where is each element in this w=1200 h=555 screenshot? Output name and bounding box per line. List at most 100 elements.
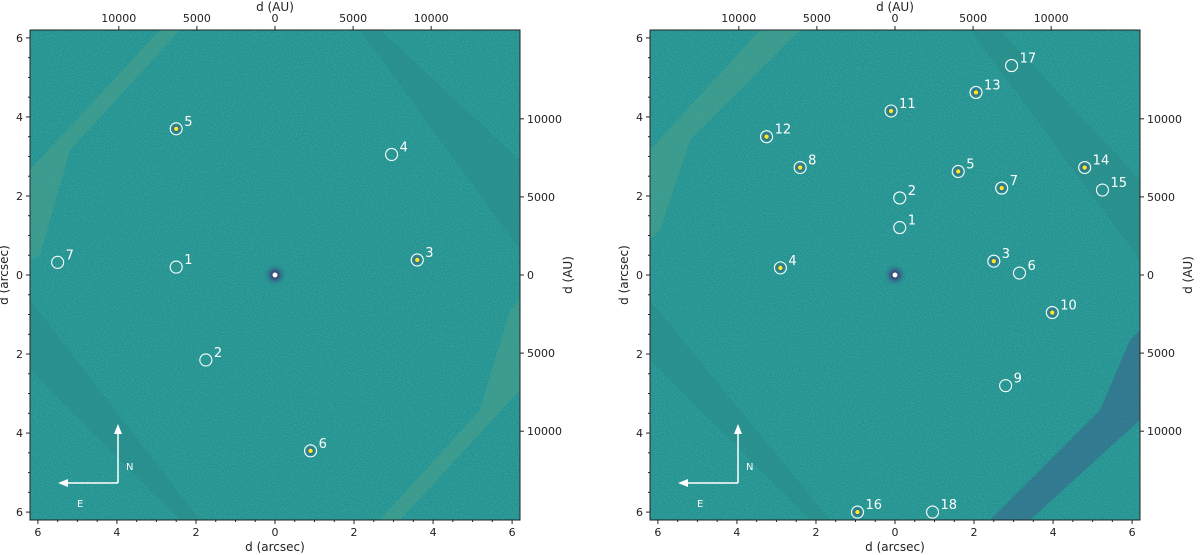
source-label: 7 [66,248,74,263]
source-marker [304,444,318,458]
compass-east-arrowhead [58,479,68,487]
source-core [956,169,961,174]
right-axis-title: d (AU) [1181,256,1195,294]
right-tick-label: 0 [527,269,534,282]
top-tick-label: 5000 [339,12,367,25]
source-label: 9 [1014,372,1022,387]
source-label: 10 [1060,299,1077,314]
panel-left-edge-artifact-nw [30,30,180,260]
x-tick-label: 4 [113,526,120,539]
compass-east-label: E [697,499,703,510]
x-tick-label: 2 [351,526,358,539]
source-core [855,509,860,515]
source-marker [169,122,183,136]
right-tick-label: 5000 [527,347,555,360]
source-marker [925,505,940,519]
x-tick-label: 4 [430,526,437,539]
source-label: 6 [1027,259,1035,274]
compass-east-label: E [77,499,83,510]
source-core [797,165,803,170]
right-tick-label: 10000 [1147,113,1182,126]
top-axis-title: d (AU) [876,0,914,14]
source-marker [969,85,983,99]
source-core [973,90,979,95]
y-axis-title: d (arcsec) [0,245,11,305]
y-tick-label: 0 [636,269,643,282]
source-label: 14 [1093,154,1110,169]
right-tick-label: 10000 [1147,425,1182,438]
source-core [174,126,179,131]
panel-right-central-star [892,272,898,278]
source-core [991,258,996,264]
source-label: 1 [908,214,916,229]
x-tick-label: 2 [971,526,978,539]
x-tick-label: 6 [654,526,661,539]
source-label: 7 [1010,174,1018,189]
source-label: 17 [1020,52,1037,67]
source-marker [773,261,787,275]
right-tick-label: 5000 [1147,191,1175,204]
y-tick-label: 0 [16,269,23,282]
top-tick-label: 10000 [414,12,449,25]
source-marker [850,505,865,519]
panel-right-edge-artifact-nw [650,30,800,240]
source-label: 6 [319,437,327,452]
right-tick-label: 10000 [527,425,562,438]
x-tick-label: 0 [892,526,899,539]
x-tick-label: 6 [1129,526,1136,539]
panel-left-edge-artifact-ne [360,30,520,250]
right-tick-label: 10000 [527,113,562,126]
x-tick-label: 4 [733,526,740,539]
y-tick-label: 2 [636,190,643,203]
source-marker [951,164,965,179]
source-label: 18 [941,498,958,513]
compass-north-arrowhead [734,424,742,434]
x-tick-label: 2 [192,526,199,539]
panel-left: 1 2 3 4 5 6 7 N E [30,30,520,520]
top-tick-label: 10000 [101,12,136,25]
source-label: 1 [184,253,192,268]
right-tick-label: 0 [1147,269,1154,282]
compass-north-label: N [126,462,133,473]
panel-left-edge-artifact-sw [30,300,200,520]
compass-north-arrowhead [114,424,122,434]
x-tick-label: 0 [272,526,279,539]
source-label: 2 [214,346,222,361]
source-label: 11 [899,97,916,112]
source-marker [199,353,213,367]
panel-left-central-star [272,272,278,278]
compass-north-label: N [746,462,753,473]
source-marker [987,254,1001,268]
top-tick-label: 5000 [183,12,211,25]
y-axis-title: d (arcsec) [617,245,631,305]
top-tick-label: 10000 [1034,12,1069,25]
source-marker [999,379,1013,393]
source-core [308,448,313,454]
source-label: 5 [966,157,974,172]
x-tick-label: 6 [509,526,516,539]
source-marker [1005,59,1019,73]
x-tick-label: 4 [1050,526,1057,539]
source-marker [793,160,807,175]
source-label: 4 [788,254,796,269]
source-marker [893,221,907,235]
x-tick-label: 6 [34,526,41,539]
right-axis-title: d (AU) [561,256,575,294]
source-core [1050,310,1055,315]
source-label: 8 [808,154,816,169]
y-tick-label: 2 [636,348,643,361]
y-tick-label: 6 [16,32,23,45]
source-marker [760,130,774,144]
source-marker [1045,305,1059,320]
source-label: 4 [400,140,408,155]
source-marker [385,147,399,162]
source-marker [884,104,898,118]
compass-east-arrowhead [678,479,688,487]
source-label: 3 [425,246,433,261]
top-tick-label: 5000 [959,12,987,25]
source-marker [995,181,1009,195]
source-marker [51,255,65,269]
compass-left: N E [58,424,133,510]
source-marker [1078,160,1092,175]
